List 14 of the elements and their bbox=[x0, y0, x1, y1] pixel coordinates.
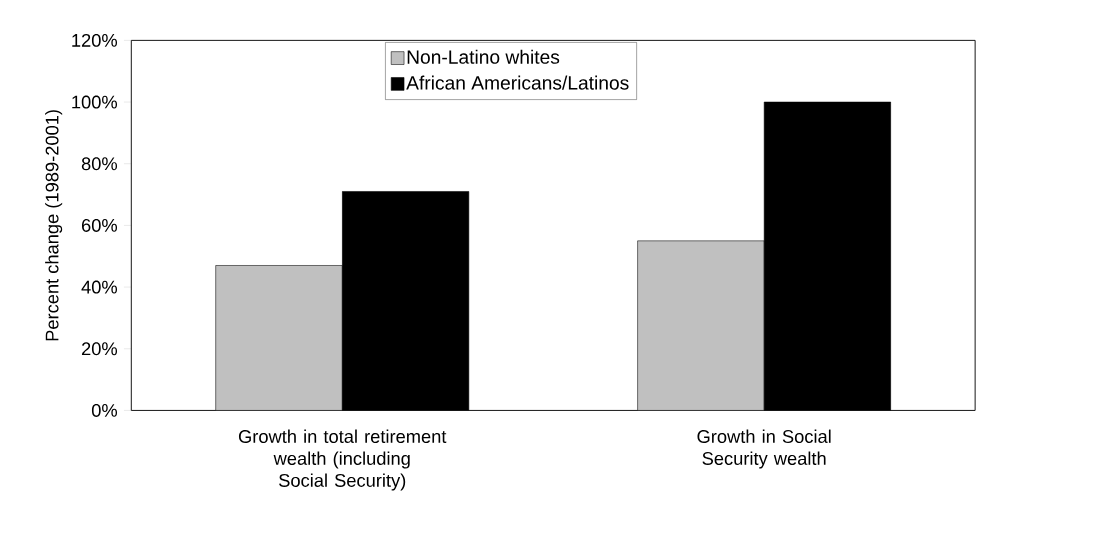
y-tick-label: 40% bbox=[81, 280, 118, 294]
bar bbox=[215, 265, 343, 411]
x-tick-label: Growth in Social Security wealth bbox=[697, 429, 831, 469]
y-axis-title: Percent change (1989-2001) bbox=[45, 110, 63, 341]
bar bbox=[637, 240, 765, 411]
y-tick-label: 120% bbox=[72, 33, 118, 47]
y-tick-label: 100% bbox=[72, 95, 118, 109]
legend-label: Non-Latino whites bbox=[407, 49, 560, 64]
legend-label: African Americans/Latinos bbox=[406, 75, 629, 90]
y-tick-label: 0% bbox=[91, 404, 118, 417]
y-tick-label: 80% bbox=[81, 157, 118, 171]
x-tick-label: Growth in total retirement wealth (including Social Security) bbox=[238, 429, 447, 491]
y-tick-label: 20% bbox=[81, 342, 118, 356]
y-tick-label: 60% bbox=[81, 219, 118, 232]
